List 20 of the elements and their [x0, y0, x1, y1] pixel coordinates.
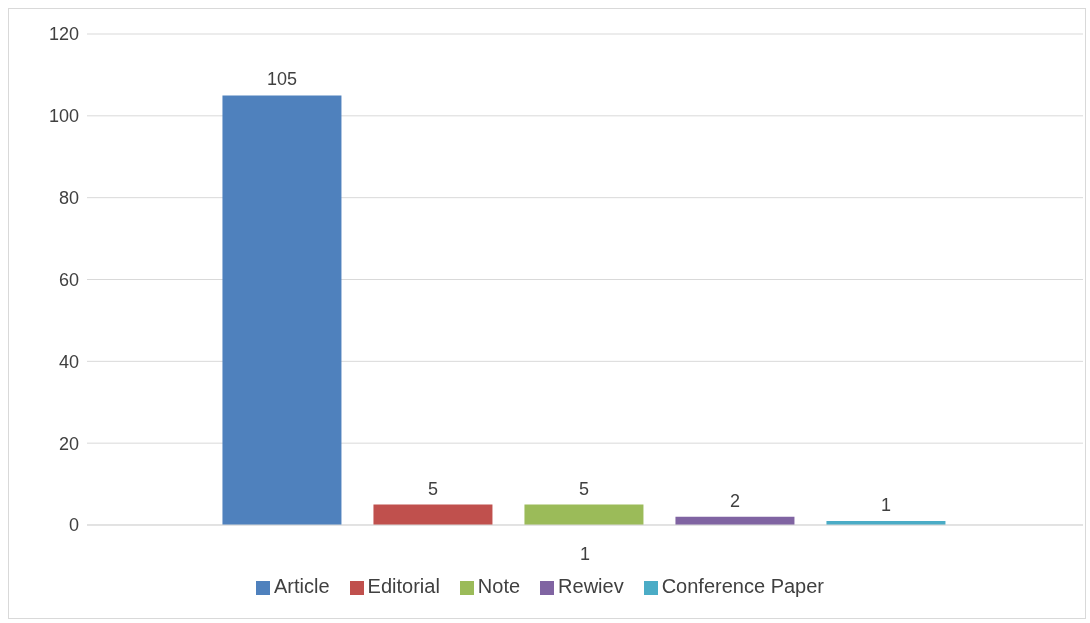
data-label: 5	[427, 478, 438, 499]
bar	[222, 95, 342, 525]
data-label: 5	[578, 478, 589, 499]
legend-label: Editorial	[367, 575, 440, 597]
data-label: 1	[880, 494, 891, 515]
y-tick-label: 100	[48, 106, 79, 127]
data-label: 105	[266, 69, 297, 90]
y-tick-label: 40	[58, 351, 79, 372]
bar	[524, 504, 644, 525]
y-tick-label: 80	[58, 188, 79, 209]
legend-label: Rewiev	[558, 575, 624, 597]
y-tick-label: 20	[58, 433, 79, 454]
bar	[373, 504, 493, 525]
y-tick-label: 60	[58, 269, 79, 290]
legend-label: Note	[477, 575, 521, 597]
data-label: 2	[729, 490, 740, 511]
legend-label: Conference Paper	[661, 575, 824, 597]
legend-label: Article	[274, 575, 330, 597]
y-tick-label: 0	[68, 515, 79, 536]
y-tick-label: 120	[48, 24, 79, 45]
